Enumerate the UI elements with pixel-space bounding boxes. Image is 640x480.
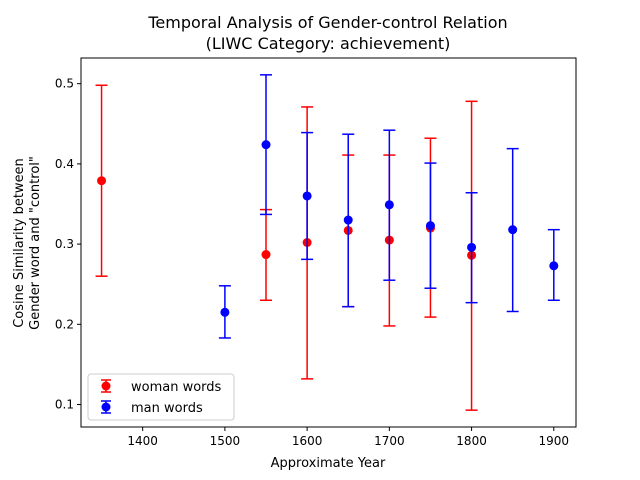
chart-title-line1: Temporal Analysis of Gender-control Rela… [147,13,507,32]
x-tick-label: 1400 [127,434,158,448]
data-point [508,225,518,235]
data-point [425,221,435,231]
x-tick-label: 1900 [539,434,570,448]
legend-label-woman: woman words [131,380,222,395]
legend: woman words man words [87,373,235,421]
axis-ticks: 1400 1500 1600 1700 1800 1900 0.1 0.2 0.3 0.4 0.5 [55,77,569,448]
x-tick-label: 1700 [374,434,405,448]
data-point [384,200,394,210]
legend-entry-woman: woman words [101,379,222,395]
data-point [343,215,353,225]
data-point [97,176,107,186]
y-tick-label: 0.1 [55,398,74,412]
legend-marker-woman [101,381,111,391]
x-tick-label: 1500 [210,434,241,448]
y-axis-label-line1: Cosine Similarity between [12,158,27,328]
x-axis-label: Approximate Year [271,456,386,471]
y-tick-label: 0.4 [55,157,74,171]
y-axis-label-line2: Gender word and "control" [28,156,43,330]
x-tick-label: 1600 [292,434,323,448]
y-tick-label: 0.2 [55,317,74,331]
y-tick-label: 0.5 [55,77,74,91]
legend-box [87,373,235,421]
plot-frame [80,57,577,428]
chart-title-line2: (LIWC Category: achievement) [206,34,451,53]
legend-label-man: man words [131,401,203,416]
data-point [220,307,230,317]
data-point [549,261,559,271]
data-point [467,242,477,252]
plot-content [95,74,560,411]
series-man [218,74,560,339]
data-point [302,191,312,201]
data-point [261,250,271,260]
x-tick-label: 1800 [456,434,487,448]
legend-marker-man [101,402,111,412]
legend-entry-man: man words [101,400,203,416]
y-tick-label: 0.3 [55,237,74,251]
data-point [261,140,271,150]
